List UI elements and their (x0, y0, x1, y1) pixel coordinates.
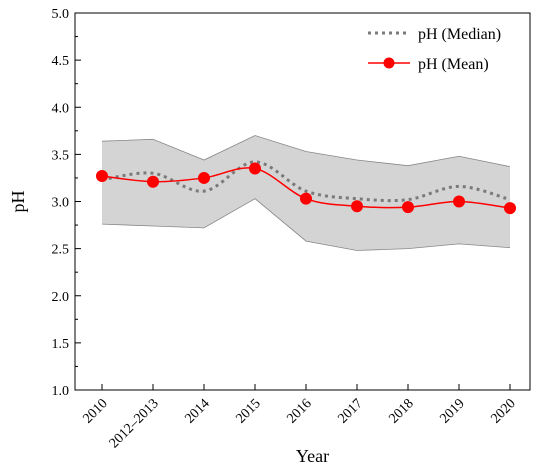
y-tick-label: 4.0 (52, 101, 70, 116)
series-mean-point (249, 162, 261, 175)
x-tick-label: 2019 (437, 396, 467, 426)
x-tick-label: 2018 (386, 396, 416, 426)
series-median-line (101, 160, 511, 203)
x-tick-label: 2014 (182, 396, 212, 426)
series-mean-point (453, 195, 465, 208)
series-mean-point (402, 201, 414, 214)
y-tick-label: 3.5 (52, 148, 70, 163)
legend: pH (Median) pH (Mean) (368, 26, 501, 73)
x-tick-label: 2015 (233, 396, 263, 426)
series-mean-point (198, 171, 210, 184)
legend-label: pH (Median) (418, 26, 501, 43)
x-tick-label: 2010 (80, 396, 110, 426)
legend-label: pH (Mean) (418, 56, 489, 73)
series-layer (96, 160, 516, 215)
y-tick-label: 1.0 (52, 384, 70, 399)
y-axis-title: pH (8, 191, 28, 213)
range-band-upper-edge (101, 135, 511, 168)
x-axis-title: Year (296, 446, 329, 466)
range-band-lower-edge (101, 198, 511, 251)
series-mean-point (504, 202, 516, 215)
legend-mean-marker (383, 57, 395, 69)
y-tick-label: 2.5 (52, 243, 70, 258)
y-tick-label: 2.0 (52, 290, 70, 305)
x-tick-label: 2016 (284, 396, 314, 426)
x-tick-label: 2020 (488, 396, 518, 426)
x-tick-label: 2017 (335, 396, 365, 426)
y-tick-label: 1.5 (52, 337, 70, 352)
y-tick-label: 3.0 (52, 196, 70, 211)
series-mean-point (96, 170, 108, 183)
y-tick-label: 5.0 (52, 7, 70, 22)
series-mean-point (351, 200, 363, 213)
series-mean-point (300, 192, 312, 205)
series-mean-point (147, 175, 159, 188)
y-tick-label: 4.5 (52, 54, 70, 69)
x-tick-label: 2012–2013 (107, 396, 162, 451)
